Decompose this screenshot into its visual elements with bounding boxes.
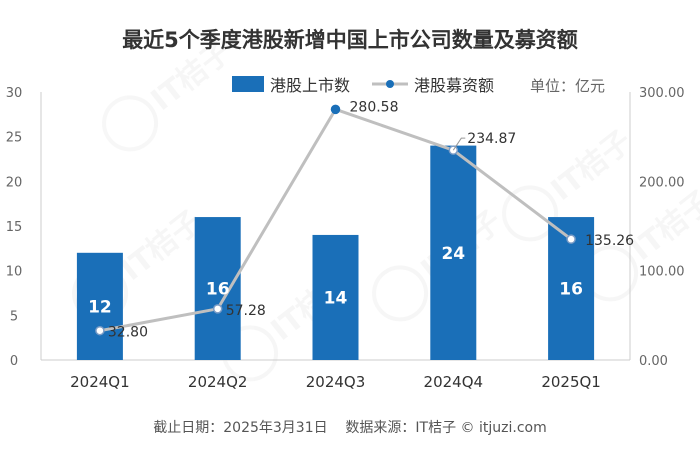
line-series: 12 16 14 24 16 32.80 57.28 280.58 234.87 135.26 bbox=[88, 99, 634, 340]
bar bbox=[194, 217, 241, 360]
line-point bbox=[95, 325, 105, 336]
left-tick-label: 0 bbox=[10, 354, 18, 369]
bar-value-label: 24 bbox=[441, 244, 465, 264]
legend-line-label: 港股募资额 bbox=[414, 76, 494, 95]
label-leader-line bbox=[452, 137, 466, 151]
watermark-logo-icon bbox=[102, 95, 159, 152]
left-axis-ticks: 0 5 10 15 20 25 30 bbox=[6, 86, 23, 369]
x-tick-label: 2024Q4 bbox=[424, 373, 484, 391]
left-tick-label: 10 bbox=[6, 265, 23, 280]
right-axis-ticks: 0.00 100.00 200.00 300.00 bbox=[639, 86, 685, 369]
line-value-label: 135.26 bbox=[585, 233, 634, 249]
x-tick-label: 2024Q1 bbox=[70, 373, 130, 391]
x-axis-ticks: 2024Q1 2024Q2 2024Q3 2024Q4 2025Q1 bbox=[70, 373, 601, 391]
left-tick-label: 5 bbox=[10, 309, 18, 324]
bar-value-label: 16 bbox=[559, 280, 583, 300]
left-tick-label: 20 bbox=[6, 175, 23, 190]
legend-bar-label: 港股上市数 bbox=[270, 76, 350, 95]
bar bbox=[430, 145, 477, 360]
footer-note: 截止日期：2025年3月31日 数据来源：IT桔子 © itjuzi.com bbox=[153, 420, 546, 436]
left-tick-label: 15 bbox=[6, 220, 23, 235]
watermark-logo-icon bbox=[372, 265, 429, 322]
legend: 港股上市数 港股募资额 单位：亿元 bbox=[232, 76, 605, 95]
left-tick-label: 30 bbox=[6, 86, 23, 101]
watermark-text: IT桔子 bbox=[625, 184, 700, 268]
right-tick-label: 0.00 bbox=[639, 354, 668, 369]
right-tick-label: 100.00 bbox=[639, 265, 685, 280]
bar-series bbox=[76, 145, 595, 360]
bar bbox=[312, 234, 359, 360]
line-value-label: 234.87 bbox=[467, 131, 516, 147]
line-point bbox=[566, 234, 576, 244]
watermark-logo-icon bbox=[502, 185, 559, 242]
legend-line-marker bbox=[386, 80, 394, 88]
left-tick-label: 25 bbox=[6, 131, 23, 146]
unit-note: 单位：亿元 bbox=[530, 77, 605, 95]
line-point bbox=[330, 104, 341, 115]
bar-value-label: 16 bbox=[206, 280, 230, 300]
x-tick-label: 2024Q3 bbox=[306, 373, 366, 391]
line-value-label: 280.58 bbox=[350, 99, 399, 115]
watermark-text: IT桔子 bbox=[545, 124, 639, 208]
bar-value-label: 14 bbox=[324, 288, 348, 308]
line-value-label: 32.80 bbox=[108, 325, 148, 341]
bar-value-label: 12 bbox=[88, 297, 112, 317]
chart-title: 最近5个季度港股新增中国上市公司数量及募资额 bbox=[122, 28, 578, 52]
line-point bbox=[212, 304, 223, 314]
line-value-label: 57.28 bbox=[226, 303, 266, 319]
x-tick-label: 2024Q2 bbox=[188, 373, 248, 391]
x-tick-label: 2025Q1 bbox=[541, 373, 601, 391]
right-tick-label: 200.00 bbox=[639, 175, 685, 190]
bar bbox=[76, 252, 123, 360]
watermark-text: IT桔子 bbox=[115, 204, 209, 288]
legend-bar-swatch bbox=[232, 76, 264, 92]
right-tick-label: 300.00 bbox=[639, 86, 685, 101]
